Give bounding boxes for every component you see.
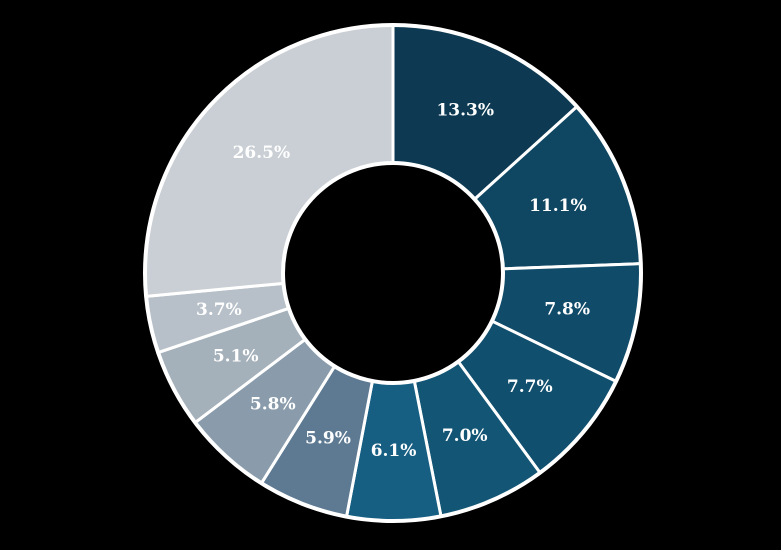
slice-label-4: 7.7% xyxy=(507,377,553,397)
slice-label-5: 7.0% xyxy=(442,426,488,446)
labels-group: 13.3% 11.1% 7.8% 7.7% 7.0% 6.1% 5.9% 5.8% 5.1% 3.… xyxy=(196,100,590,461)
slice-label-10: 3.7% xyxy=(196,300,242,320)
outer-rim xyxy=(143,23,643,523)
slice-label-6: 6.1% xyxy=(371,441,417,461)
slice-label-7: 5.9% xyxy=(305,429,351,449)
slice-label-11: 26.5% xyxy=(233,143,291,163)
donut-hole xyxy=(281,161,505,385)
slices-group xyxy=(143,23,643,523)
slice-label-2: 11.1% xyxy=(529,196,587,216)
slice-label-8: 5.8% xyxy=(250,394,296,414)
slice-label-9: 5.1% xyxy=(213,346,259,366)
slice-label-3: 7.8% xyxy=(544,300,590,320)
slice-label-1: 13.3% xyxy=(436,100,494,120)
